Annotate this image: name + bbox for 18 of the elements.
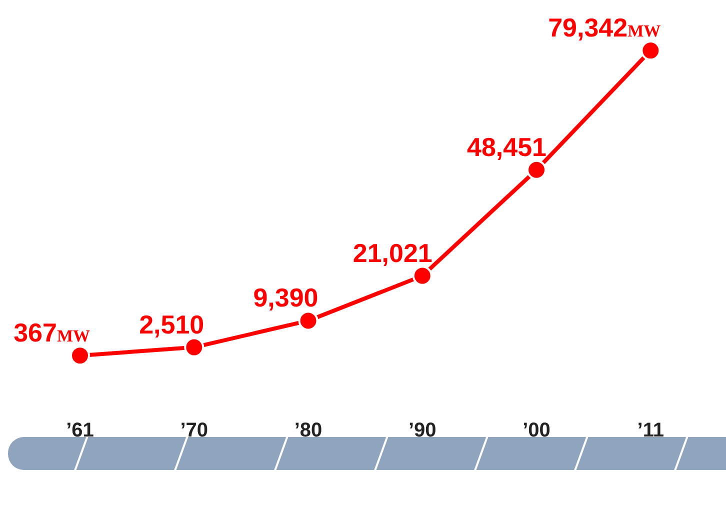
data-label: 79,342MW [548, 12, 661, 43]
data-label: 21,021 [352, 238, 432, 268]
point [184, 337, 204, 358]
x-tick-label: ’00 [522, 420, 550, 442]
x-tick-label: ’90 [408, 420, 436, 442]
data-label: 367MW [14, 318, 90, 348]
point [526, 160, 547, 180]
x-tick-label: ’80 [294, 420, 322, 442]
point [298, 310, 318, 331]
data-label: 48,451 [466, 132, 547, 162]
x-tick-label: ’11 [637, 420, 664, 442]
x-tick-label: ’61 [66, 420, 94, 442]
data-label: 2,510 [139, 309, 204, 340]
point [70, 346, 90, 366]
x-tick-label: ’70 [180, 420, 208, 442]
point [640, 40, 661, 61]
data-label: 9,390 [253, 282, 318, 313]
point [412, 266, 432, 286]
